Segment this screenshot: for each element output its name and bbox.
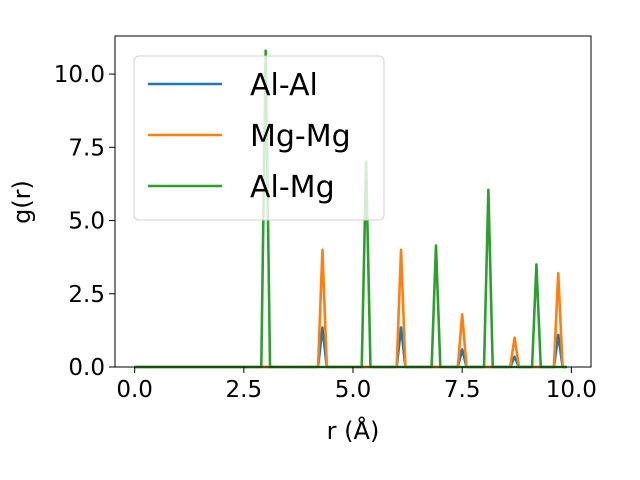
y-axis-ticks: 0.0 2.5 5.0 7.5 10.0: [54, 62, 115, 381]
legend: Al-Al Mg-Mg Al-Mg: [133, 55, 385, 221]
x-tick-label: 10.0: [546, 377, 597, 403]
series-layer: [134, 49, 567, 369]
x-tick-label: 0.0: [116, 377, 153, 403]
x-tick-label: 7.5: [444, 377, 481, 403]
legend-box: [133, 55, 385, 221]
x-tick-label: 2.5: [226, 377, 263, 403]
y-tick-label: 2.5: [68, 282, 105, 308]
x-axis-label: r (Å): [327, 416, 380, 445]
y-axis-label: g(r): [8, 180, 36, 224]
y-tick-label: 10.0: [54, 62, 105, 88]
legend-label-al-mg: Al-Mg: [250, 170, 335, 205]
legend-label-al-al: Al-Al: [250, 68, 318, 103]
legend-label-mg-mg: Mg-Mg: [250, 119, 351, 154]
y-tick-label: 5.0: [68, 209, 105, 235]
x-axis-ticks: 0.0 2.5 5.0 7.5 10.0: [116, 367, 597, 403]
series-line-mg-mg: [134, 248, 567, 369]
y-tick-label: 0.0: [68, 355, 105, 381]
series-line-al-mg: [134, 49, 567, 369]
y-tick-label: 7.5: [68, 135, 105, 161]
x-tick-label: 5.0: [335, 377, 372, 403]
